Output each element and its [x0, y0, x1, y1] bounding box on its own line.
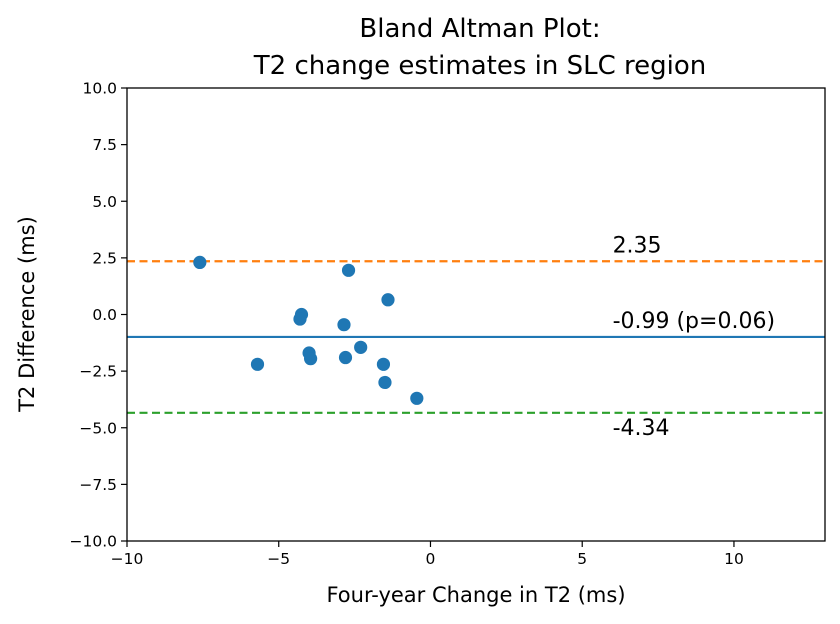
- data-point: [381, 293, 394, 306]
- upper-limit-label: 2.35: [613, 233, 662, 258]
- chart-title-line2: T2 change estimates in SLC region: [253, 51, 706, 81]
- mean-difference-label: -0.99 (p=0.06): [613, 309, 775, 334]
- data-point: [342, 264, 355, 277]
- chart-title-line1: Bland Altman Plot:: [359, 14, 600, 44]
- y-tick-label: 0.0: [92, 306, 117, 324]
- data-point: [339, 351, 352, 364]
- data-point: [378, 376, 391, 389]
- y-tick-label: −2.5: [79, 363, 117, 381]
- data-point: [251, 358, 264, 371]
- data-point: [293, 312, 306, 325]
- y-tick-label: 10.0: [82, 80, 117, 98]
- x-tick-label: 0: [426, 550, 436, 568]
- data-point: [337, 318, 350, 331]
- plot-area: 2.35 -0.99 (p=0.06) -4.34: [127, 233, 825, 441]
- y-tick-label: 7.5: [92, 136, 117, 154]
- y-tick-label: −5.0: [79, 419, 117, 437]
- x-tick-label: 5: [577, 550, 587, 568]
- data-point: [410, 392, 423, 405]
- x-tick-label: 10: [724, 550, 744, 568]
- lower-limit-label: -4.34: [613, 416, 670, 441]
- data-point: [354, 341, 367, 354]
- x-tick-label: −10: [111, 550, 144, 568]
- x-tick-label: −5: [267, 550, 290, 568]
- y-tick-label: 2.5: [92, 249, 117, 267]
- data-point: [377, 358, 390, 371]
- y-tick-label: 5.0: [92, 193, 117, 211]
- y-axis-label: T2 Difference (ms): [15, 216, 39, 413]
- y-tick-label: −10.0: [70, 533, 118, 551]
- data-point: [304, 352, 317, 365]
- x-axis-label: Four-year Change in T2 (ms): [326, 583, 625, 607]
- y-tick-label: −7.5: [79, 476, 117, 494]
- data-point: [193, 256, 206, 269]
